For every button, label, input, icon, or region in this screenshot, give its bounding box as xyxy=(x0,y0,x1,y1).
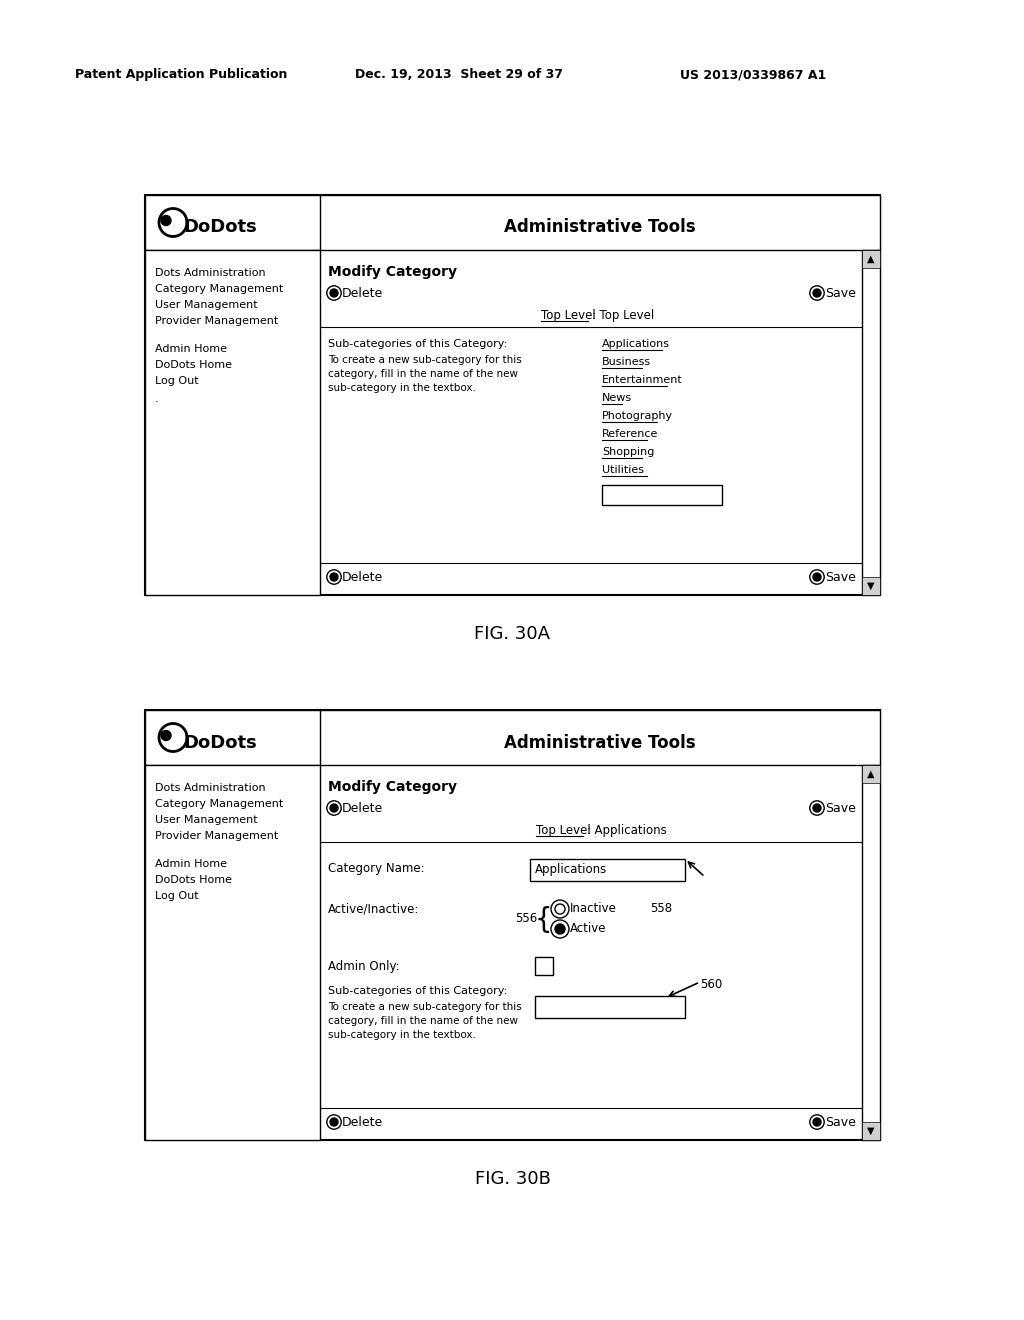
Text: DoDots: DoDots xyxy=(183,219,257,236)
Text: Dots Administration: Dots Administration xyxy=(155,783,265,793)
Text: Delete: Delete xyxy=(342,1115,383,1129)
Bar xyxy=(862,766,880,783)
Text: Admin Home: Admin Home xyxy=(155,859,227,869)
Circle shape xyxy=(330,573,338,581)
Text: 558: 558 xyxy=(650,902,672,915)
Text: {: { xyxy=(535,906,553,935)
Text: Admin Only:: Admin Only: xyxy=(328,960,399,973)
Text: Save: Save xyxy=(825,572,856,583)
Text: sub-category in the textbox.: sub-category in the textbox. xyxy=(328,383,476,393)
Text: Delete: Delete xyxy=(342,803,383,814)
Text: Delete: Delete xyxy=(342,286,383,300)
Text: Patent Application Publication: Patent Application Publication xyxy=(75,69,288,81)
Bar xyxy=(862,1122,880,1140)
Text: 556: 556 xyxy=(515,912,538,925)
Circle shape xyxy=(555,924,565,935)
Bar xyxy=(862,766,880,1140)
Text: DoDots: DoDots xyxy=(183,734,257,751)
Text: category, fill in the name of the new: category, fill in the name of the new xyxy=(328,1016,518,1026)
Text: FIG. 30B: FIG. 30B xyxy=(474,1170,551,1188)
Bar xyxy=(145,249,319,595)
Text: Active: Active xyxy=(570,921,606,935)
Circle shape xyxy=(330,1118,338,1126)
Text: Save: Save xyxy=(825,803,856,814)
Text: ▲: ▲ xyxy=(867,253,874,264)
Circle shape xyxy=(813,289,821,297)
Text: DoDots Home: DoDots Home xyxy=(155,875,232,884)
Text: Applications: Applications xyxy=(535,863,607,876)
Text: Delete: Delete xyxy=(342,572,383,583)
Text: Admin Home: Admin Home xyxy=(155,345,227,354)
Bar xyxy=(862,249,880,268)
Text: Entertainment: Entertainment xyxy=(602,375,683,385)
Text: Provider Management: Provider Management xyxy=(155,832,279,841)
Text: Photography: Photography xyxy=(602,411,673,421)
Text: Shopping: Shopping xyxy=(602,447,654,457)
Text: Dec. 19, 2013  Sheet 29 of 37: Dec. 19, 2013 Sheet 29 of 37 xyxy=(355,69,563,81)
Bar xyxy=(535,957,553,975)
Text: : Top Level: : Top Level xyxy=(588,309,654,322)
Bar xyxy=(145,710,880,766)
Text: Modify Category: Modify Category xyxy=(328,780,457,795)
Bar xyxy=(535,997,685,1018)
Text: category, fill in the name of the new: category, fill in the name of the new xyxy=(328,370,518,379)
Text: ▼: ▼ xyxy=(867,581,874,591)
Bar xyxy=(145,195,319,249)
Text: Applications: Applications xyxy=(602,339,670,348)
Text: To create a new sub-category for this: To create a new sub-category for this xyxy=(328,1002,522,1012)
Text: Utilities: Utilities xyxy=(602,465,644,475)
Text: To create a new sub-category for this: To create a new sub-category for this xyxy=(328,355,522,366)
Bar xyxy=(145,766,319,1140)
Circle shape xyxy=(161,215,171,226)
Bar xyxy=(145,710,880,1140)
Text: Inactive: Inactive xyxy=(570,902,616,915)
Text: ▼: ▼ xyxy=(867,1126,874,1137)
Text: Log Out: Log Out xyxy=(155,891,199,902)
Text: Category Management: Category Management xyxy=(155,284,284,294)
Text: User Management: User Management xyxy=(155,300,258,310)
Circle shape xyxy=(330,289,338,297)
Text: Administrative Tools: Administrative Tools xyxy=(504,734,696,751)
Text: Active/Inactive:: Active/Inactive: xyxy=(328,902,420,915)
Text: Save: Save xyxy=(825,1115,856,1129)
Circle shape xyxy=(813,804,821,812)
Bar xyxy=(145,710,319,766)
Bar xyxy=(602,484,722,506)
Text: User Management: User Management xyxy=(155,814,258,825)
Text: .: . xyxy=(155,393,159,404)
Text: : Applications: : Applications xyxy=(583,824,667,837)
Text: Category Name:: Category Name: xyxy=(328,862,425,875)
Text: Dots Administration: Dots Administration xyxy=(155,268,265,279)
Bar xyxy=(862,249,880,595)
Text: Sub-categories of this Category:: Sub-categories of this Category: xyxy=(328,986,507,997)
Text: 560: 560 xyxy=(700,978,722,991)
Text: Administrative Tools: Administrative Tools xyxy=(504,219,696,236)
Bar xyxy=(145,195,880,249)
Text: Modify Category: Modify Category xyxy=(328,265,457,279)
Text: Log Out: Log Out xyxy=(155,376,199,385)
Circle shape xyxy=(813,1118,821,1126)
Text: DoDots Home: DoDots Home xyxy=(155,360,232,370)
Text: Top Level: Top Level xyxy=(536,824,591,837)
Bar xyxy=(530,859,685,880)
Text: FIG. 30A: FIG. 30A xyxy=(474,624,551,643)
Text: ▲: ▲ xyxy=(867,770,874,779)
Text: Save: Save xyxy=(825,286,856,300)
Circle shape xyxy=(813,573,821,581)
Bar xyxy=(145,195,880,595)
Circle shape xyxy=(161,730,171,741)
Text: sub-category in the textbox.: sub-category in the textbox. xyxy=(328,1030,476,1040)
Bar xyxy=(862,577,880,595)
Text: Sub-categories of this Category:: Sub-categories of this Category: xyxy=(328,339,507,348)
Text: Reference: Reference xyxy=(602,429,658,440)
Text: Category Management: Category Management xyxy=(155,799,284,809)
Circle shape xyxy=(330,804,338,812)
Text: Business: Business xyxy=(602,356,651,367)
Text: Top Level: Top Level xyxy=(541,309,596,322)
Text: Provider Management: Provider Management xyxy=(155,315,279,326)
Text: News: News xyxy=(602,393,632,403)
Text: US 2013/0339867 A1: US 2013/0339867 A1 xyxy=(680,69,826,81)
